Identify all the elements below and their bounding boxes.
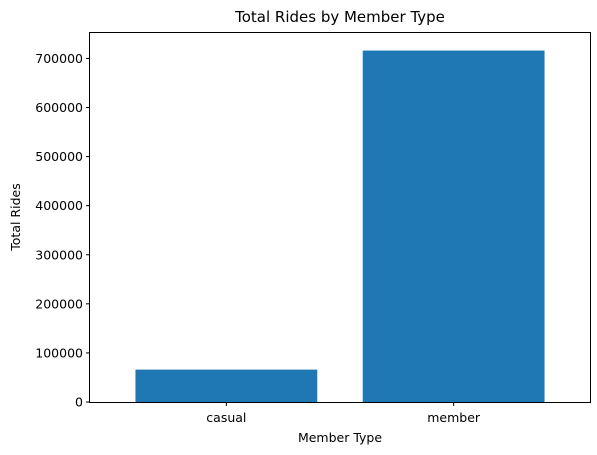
bar-member — [362, 50, 545, 402]
chart-title: Total Rides by Member Type — [234, 8, 445, 26]
y-tick-label: 500000 — [35, 149, 83, 164]
x-axis-label: Member Type — [298, 430, 382, 445]
y-tick-label: 700000 — [35, 51, 83, 66]
y-axis-label: Total Rides — [8, 183, 23, 251]
x-axis-ticks: casual member — [206, 402, 481, 425]
plot-frame — [89, 32, 591, 403]
bars-group — [135, 50, 545, 402]
y-tick-label: 300000 — [35, 247, 83, 262]
y-tick-label: 600000 — [35, 100, 83, 115]
x-tick-label-member: member — [427, 410, 481, 425]
y-tick-label: 400000 — [35, 198, 83, 213]
y-tick-label: 200000 — [35, 296, 83, 311]
y-tick-label: 0 — [75, 395, 83, 410]
bar-casual — [135, 369, 318, 402]
y-axis-ticks: 0 100000 200000 300000 400000 500000 600000 700… — [35, 51, 90, 410]
x-tick-label-casual: casual — [206, 410, 246, 425]
y-tick-label: 100000 — [35, 345, 83, 360]
